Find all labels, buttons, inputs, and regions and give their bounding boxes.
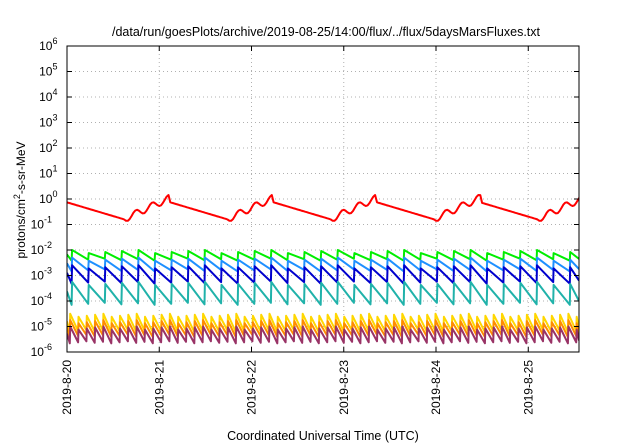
series-line-6 — [67, 312, 579, 334]
y-tick-label: 10-5 — [31, 317, 52, 334]
y-axis-label-suffix: -s-sr-MeV — [14, 141, 28, 194]
series-line-3 — [67, 256, 579, 273]
y-axis-ticks: 10-6 10-5 10-4 10-3 10-2 10-1 100 101 102 103 104 1… — [31, 36, 579, 359]
y-tick-label: 10-4 — [31, 291, 52, 308]
y-tick-label: 10-1 — [31, 215, 52, 232]
y-tick-label: 101 — [39, 164, 57, 181]
x-tick-label: 2019-8-23 — [337, 360, 351, 415]
series-layer — [67, 194, 579, 345]
y-axis-label-superscript: 2 — [12, 194, 22, 199]
series-line-1 — [67, 194, 579, 222]
y-axis-label: protons/cm2-s-sr-MeV — [12, 141, 28, 258]
y-tick-label: 10-2 — [31, 240, 52, 257]
chart-title: /data/run/goesPlots/archive/2019-08-25/1… — [112, 25, 541, 39]
y-tick-label: 104 — [39, 87, 57, 104]
series-line-5 — [67, 280, 579, 306]
x-tick-label: 2019-8-25 — [521, 360, 535, 415]
series-line-4 — [67, 264, 579, 285]
y-tick-label: 10-3 — [31, 266, 52, 283]
x-tick-label: 2019-8-20 — [60, 360, 74, 415]
y-tick-label: 10-6 — [31, 342, 52, 359]
y-tick-label: 103 — [39, 113, 57, 130]
x-axis-label: Coordinated Universal Time (UTC) — [227, 429, 419, 443]
series-line-2 — [67, 249, 579, 262]
y-tick-label: 106 — [39, 36, 57, 53]
y-tick-label: 100 — [39, 189, 57, 206]
x-tick-label: 2019-8-22 — [245, 360, 259, 415]
y-axis-label-prefix: protons/cm — [14, 199, 28, 258]
x-axis-ticks: 2019-8-20 2019-8-21 2019-8-22 2019-8-23 2019… — [60, 46, 535, 415]
x-tick-label: 2019-8-24 — [429, 360, 443, 415]
y-tick-label: 102 — [39, 138, 57, 155]
y-tick-label: 105 — [39, 62, 57, 79]
series-line-7 — [67, 319, 579, 338]
series-line-8 — [67, 325, 579, 345]
grid — [67, 46, 579, 352]
x-tick-label: 2019-8-21 — [152, 360, 166, 415]
